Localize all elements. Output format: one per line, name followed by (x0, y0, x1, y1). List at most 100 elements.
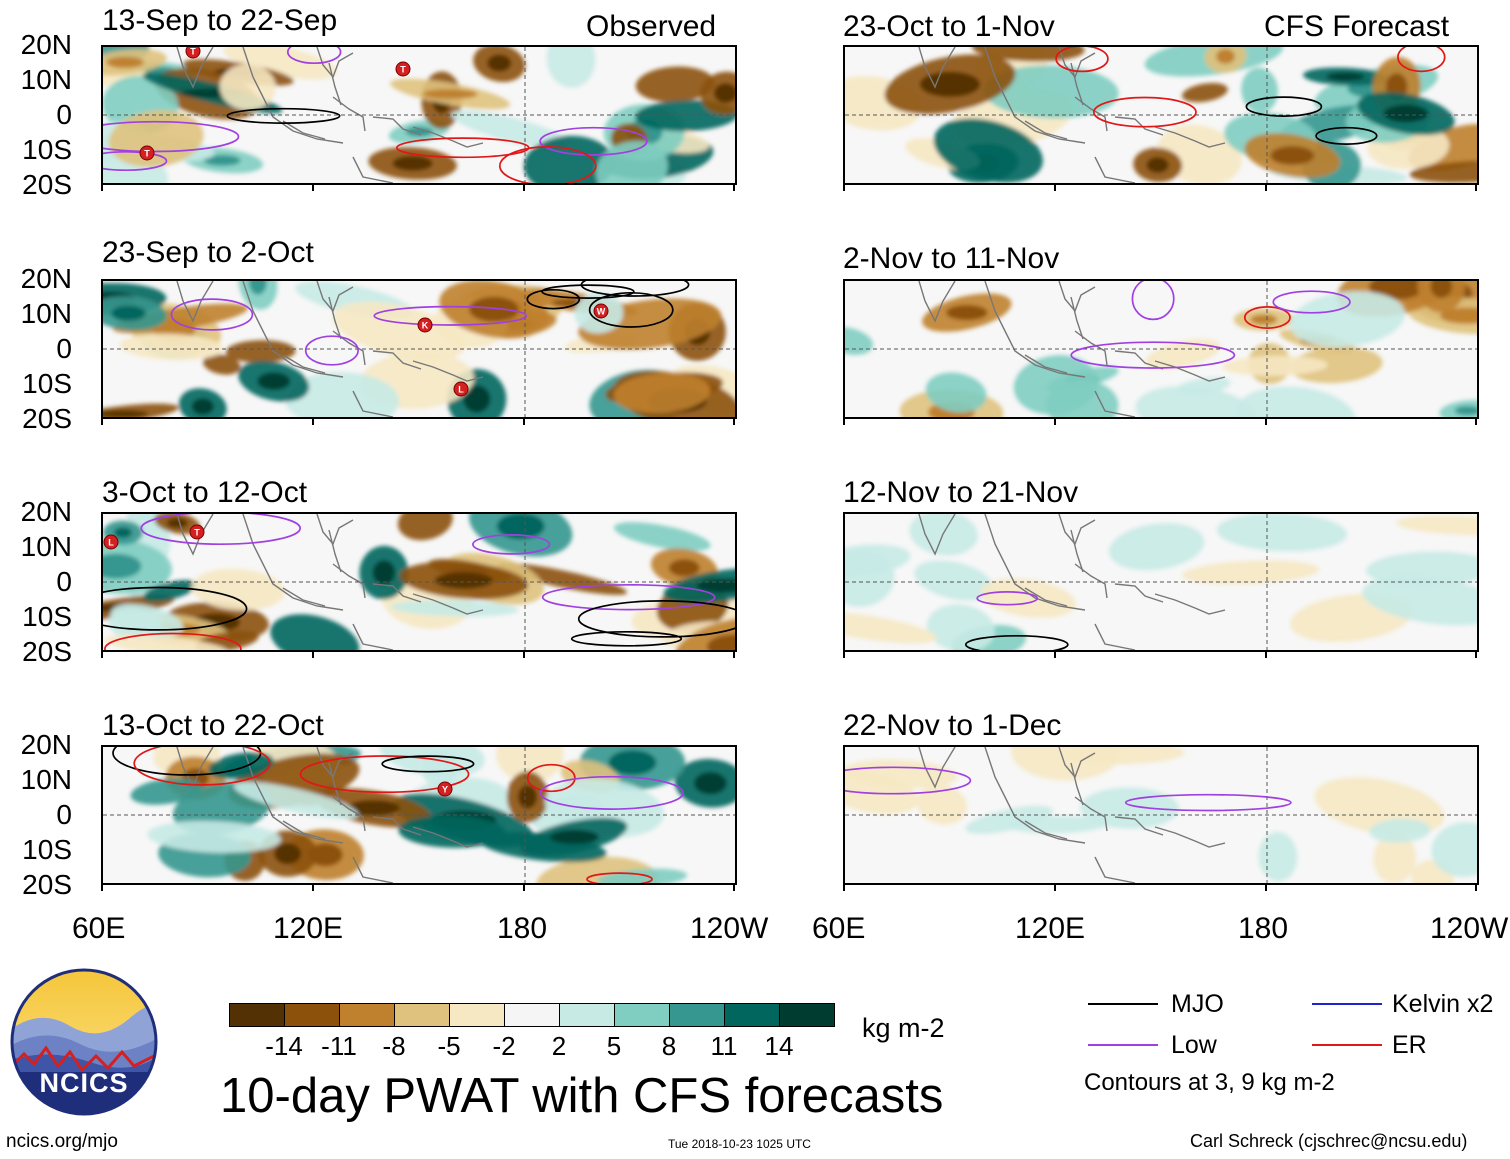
axis-tick (1265, 885, 1267, 891)
svg-text:T: T (144, 149, 150, 159)
colorbar-swatch (779, 1003, 835, 1027)
map-panel-fcst-3 (843, 512, 1479, 652)
axis-tick (843, 185, 845, 191)
colorbar-swatch (284, 1003, 340, 1027)
legend-kelvin-label: Kelvin x2 (1392, 990, 1494, 1018)
legend-mjo-label: MJO (1171, 990, 1224, 1018)
axis-tick (1054, 419, 1056, 425)
colorbar-units: kg m-2 (862, 1013, 945, 1043)
lat-label: 20S (22, 869, 72, 900)
axis-tick (312, 885, 314, 891)
lon-label-180-left: 180 (497, 912, 548, 945)
lon-label-120e-right: 120E (1015, 912, 1086, 945)
axis-tick (733, 185, 735, 191)
colorbar-swatch (229, 1003, 285, 1027)
panel-title-fcst-3: 12-Nov to 21-Nov (843, 476, 1079, 509)
axis-tick (1265, 652, 1267, 658)
lat-label: 10N (20, 531, 72, 562)
colorbar-tick-label: 2 (551, 1031, 567, 1061)
axis-tick (733, 885, 735, 891)
axis-tick (523, 652, 525, 658)
legend-er-line (1312, 1044, 1382, 1046)
lat-label: 0 (56, 799, 72, 830)
observed-header: Observed (586, 10, 717, 43)
lat-label: 20N (20, 263, 72, 294)
lat-label: 20S (22, 169, 72, 200)
map-panel-obs-4: Y (101, 745, 737, 885)
contour-note: Contours at 3, 9 kg m-2 (1084, 1069, 1335, 1096)
panel-title-obs-2: 23-Sep to 2-Oct (102, 236, 314, 269)
lat-label: 10N (20, 298, 72, 329)
legend-low-label: Low (1171, 1031, 1217, 1059)
lon-label-60e-right: 60E (812, 912, 866, 945)
panel-title-fcst-1: 23-Oct to 1-Nov (843, 10, 1055, 43)
colorbar-tick-label: -5 (437, 1031, 461, 1061)
axis-tick (843, 885, 845, 891)
map-panel-fcst-1 (843, 45, 1479, 185)
axis-tick (312, 652, 314, 658)
lat-label: 20N (20, 29, 72, 60)
svg-text:Y: Y (442, 785, 448, 795)
axis-tick (312, 419, 314, 425)
colorbar-swatch (394, 1003, 450, 1027)
axis-tick (312, 185, 314, 191)
map-panel-obs-2: K L W (101, 279, 737, 419)
lon-label-120w-right: 120W (1430, 912, 1509, 945)
colorbar-tick-label: 8 (661, 1031, 677, 1061)
lon-label-120e-left: 120E (273, 912, 344, 945)
axis-tick (523, 185, 525, 191)
main-title: 10-day PWAT with CFS forecasts (220, 1069, 944, 1123)
svg-text:T: T (190, 47, 196, 57)
panel-title-obs-1: 13-Sep to 22-Sep (102, 4, 338, 37)
legend-er-label: ER (1392, 1031, 1427, 1059)
map-panel-obs-1: T T T (101, 45, 737, 185)
colorbar-swatch (339, 1003, 395, 1027)
axis-tick (1475, 419, 1477, 425)
lat-label: 10S (22, 834, 72, 865)
svg-text:T: T (400, 65, 406, 75)
panel-title-obs-3: 3-Oct to 12-Oct (102, 476, 308, 509)
colorbar-tick-label: -14 (265, 1031, 303, 1061)
lat-label: 0 (56, 333, 72, 364)
colorbar-tick-label: 5 (606, 1031, 622, 1061)
svg-text:T: T (194, 528, 200, 538)
ncics-logo: NCICS (10, 968, 158, 1116)
lat-label: 10N (20, 64, 72, 95)
axis-tick (1265, 419, 1267, 425)
lat-label: 20N (20, 496, 72, 527)
colorbar-tick-label: 14 (764, 1031, 794, 1061)
colorbar-swatch (504, 1003, 560, 1027)
axis-tick (101, 419, 103, 425)
lat-label: 20S (22, 403, 72, 434)
lat-label: 10N (20, 764, 72, 795)
lat-label: 0 (56, 99, 72, 130)
axis-tick (1054, 185, 1056, 191)
legend-mjo-line (1088, 1003, 1158, 1005)
axis-tick (101, 885, 103, 891)
lat-label: 0 (56, 566, 72, 597)
axis-tick (101, 185, 103, 191)
lat-label: 20S (22, 636, 72, 667)
legend-low-line (1088, 1044, 1158, 1046)
panel-title-obs-4: 13-Oct to 22-Oct (102, 709, 324, 742)
forecast-header: CFS Forecast (1264, 10, 1450, 43)
panel-title-fcst-4: 22-Nov to 1-Dec (843, 709, 1062, 742)
svg-text:K: K (422, 321, 429, 331)
lon-label-180-right: 180 (1238, 912, 1289, 945)
svg-text:W: W (597, 307, 606, 317)
lat-label: 10S (22, 368, 72, 399)
footer-url[interactable]: ncics.org/mjo (6, 1131, 118, 1152)
axis-tick (101, 652, 103, 658)
footer-credit: Carl Schreck (cjschrec@ncsu.edu) (1190, 1131, 1468, 1151)
lon-label-120w-left: 120W (690, 912, 769, 945)
lat-label: 20N (20, 729, 72, 760)
axis-tick (1475, 652, 1477, 658)
lon-label-60e-left: 60E (72, 912, 126, 945)
legend-kelvin-line (1312, 1003, 1382, 1005)
colorbar-tick-label: -11 (321, 1031, 357, 1061)
lat-label: 10S (22, 601, 72, 632)
axis-tick (843, 652, 845, 658)
colorbar-tick-label: 11 (710, 1031, 738, 1061)
axis-tick (523, 419, 525, 425)
colorbar-tick-label: -2 (492, 1031, 516, 1061)
